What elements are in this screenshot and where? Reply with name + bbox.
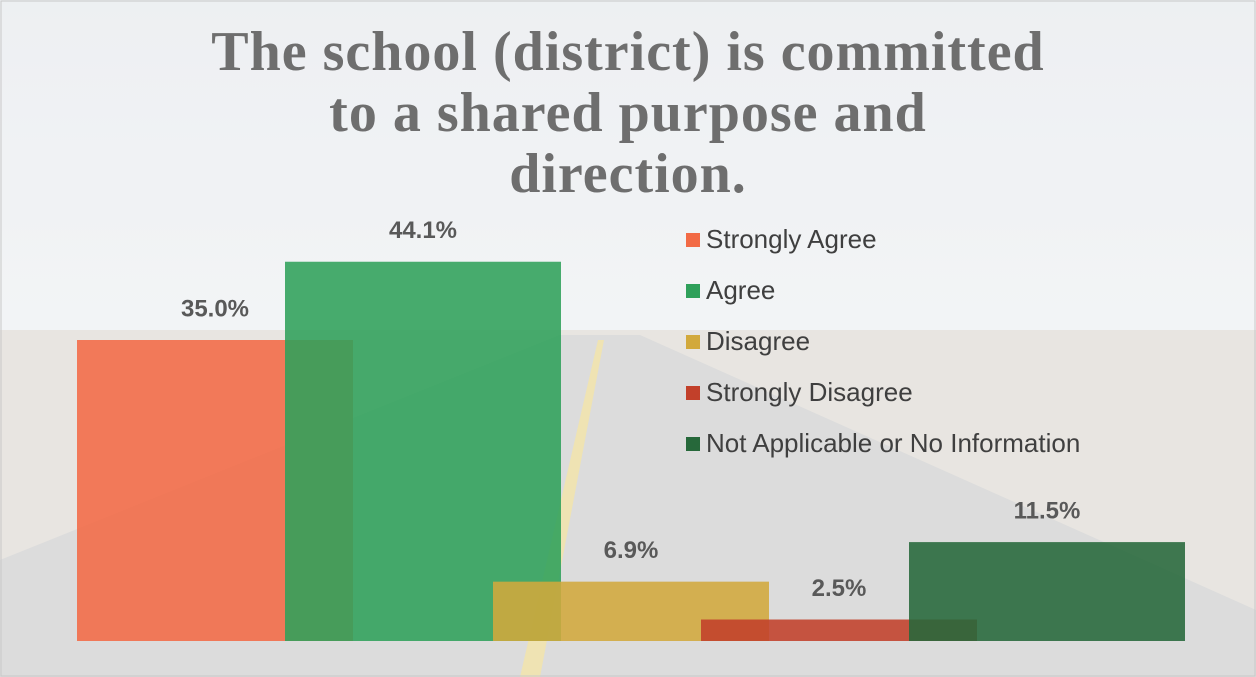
legend-label: Strongly Agree bbox=[706, 224, 877, 254]
legend-label: Disagree bbox=[706, 326, 810, 356]
data-label: 11.5% bbox=[1014, 497, 1081, 524]
data-label: 44.1% bbox=[389, 217, 457, 244]
data-label: 35.0% bbox=[181, 295, 249, 322]
bar bbox=[285, 261, 561, 641]
legend-label: Agree bbox=[706, 275, 775, 305]
bar bbox=[909, 542, 1185, 641]
data-label: 6.9% bbox=[604, 537, 659, 564]
chart-title: The school (district) is committed to a … bbox=[211, 21, 1045, 205]
legend-label: Not Applicable or No Information bbox=[706, 428, 1080, 458]
legend-swatch bbox=[686, 233, 700, 247]
legend-swatch bbox=[686, 437, 700, 451]
data-label: 2.5% bbox=[812, 575, 867, 602]
legend-swatch bbox=[686, 386, 700, 400]
legend-swatch bbox=[686, 335, 700, 349]
legend-swatch bbox=[686, 284, 700, 298]
bar bbox=[701, 619, 977, 641]
legend-label: Strongly Disagree bbox=[706, 377, 913, 407]
